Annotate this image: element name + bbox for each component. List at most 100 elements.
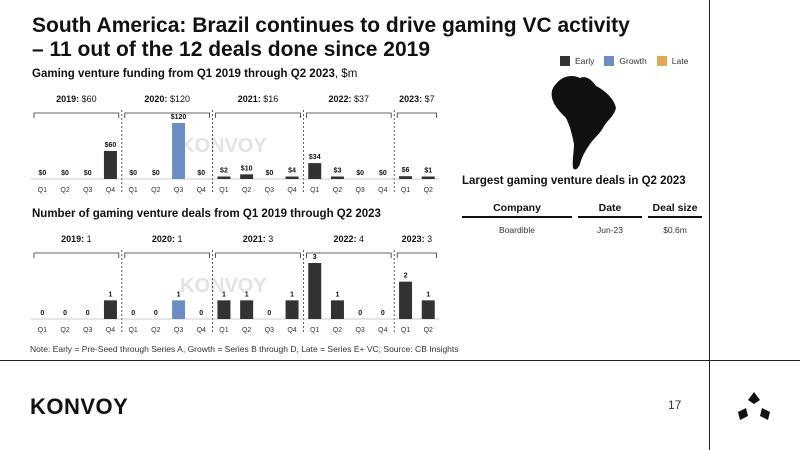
x-tick-label: Q4 xyxy=(378,187,387,194)
data-label: 0 xyxy=(40,310,44,317)
x-tick-label: Q1 xyxy=(128,327,137,334)
year-bracket xyxy=(306,112,392,118)
legend-swatch-late xyxy=(656,56,667,66)
year-label: 2023: 3 xyxy=(402,234,433,244)
data-label: $34 xyxy=(309,154,321,161)
data-label: 1 xyxy=(222,291,226,298)
legend-label-early: Early xyxy=(575,56,595,66)
konvoy-logo: KONVOY xyxy=(30,394,129,419)
year-bracket xyxy=(396,252,437,258)
legend-item-late: Late xyxy=(656,56,688,66)
year-label: 2019: 1 xyxy=(61,234,92,244)
bar xyxy=(308,163,322,179)
x-tick-label: Q4 xyxy=(197,187,206,194)
bar xyxy=(285,300,299,319)
cell-deal-size: $0.6m xyxy=(663,224,687,235)
x-tick-label: Q2 xyxy=(242,187,251,194)
year-bracket xyxy=(33,112,120,118)
x-tick-label: Q3 xyxy=(174,187,183,194)
data-label: $0 xyxy=(379,170,387,177)
year-label: 2020: $120 xyxy=(144,94,190,104)
bar xyxy=(172,123,186,179)
data-label: $0 xyxy=(197,170,205,177)
year-bracket xyxy=(306,252,392,258)
data-label: $1 xyxy=(424,168,432,175)
data-label: $60 xyxy=(105,142,117,149)
x-tick-label: Q2 xyxy=(151,327,160,334)
x-tick-label: Q3 xyxy=(265,187,274,194)
header-date: Date xyxy=(598,202,622,214)
data-label: 1 xyxy=(108,291,112,298)
data-label: $10 xyxy=(241,165,253,172)
bar xyxy=(285,176,299,179)
year-bracket xyxy=(215,252,301,258)
bar xyxy=(240,300,254,319)
x-tick-label: Q2 xyxy=(333,327,342,334)
data-label: 1 xyxy=(245,291,249,298)
year-bracket xyxy=(396,112,437,118)
data-label: $3 xyxy=(334,168,342,175)
x-tick-label: Q2 xyxy=(424,327,433,334)
x-tick-label: Q2 xyxy=(333,187,342,194)
x-tick-label: Q1 xyxy=(219,187,228,194)
x-tick-label: Q3 xyxy=(83,187,92,194)
year-label: 2022: $37 xyxy=(329,94,370,104)
x-tick-label: Q1 xyxy=(401,187,410,194)
x-tick-label: Q3 xyxy=(83,327,92,334)
bar xyxy=(103,300,117,319)
data-label: $120 xyxy=(171,114,187,121)
x-tick-label: Q4 xyxy=(378,327,387,334)
south-america-map xyxy=(551,76,616,170)
data-label: 0 xyxy=(267,310,271,317)
x-tick-label: Q1 xyxy=(38,327,47,334)
data-label: 1 xyxy=(177,291,181,298)
x-tick-label: Q2 xyxy=(424,187,433,194)
table-row: Boardible Jun-23 $0.6m xyxy=(462,225,702,235)
year-label: 2021: $16 xyxy=(238,94,279,104)
watermark-text: KONVOY xyxy=(180,135,267,157)
largest-deals-title: Largest gaming venture deals in Q2 2023 xyxy=(462,175,686,187)
cell-company: Boardible xyxy=(499,224,535,235)
x-tick-label: Q3 xyxy=(355,327,364,334)
data-label: 3 xyxy=(313,254,317,261)
funding-chart-unit: , $m xyxy=(334,68,358,80)
konvoy-mark-icon xyxy=(738,392,770,420)
x-tick-label: Q1 xyxy=(219,327,228,334)
data-label: 0 xyxy=(381,310,385,317)
bar xyxy=(217,300,231,319)
funding-chart-title: Gaming venture funding from Q1 2019 thro… xyxy=(32,68,357,80)
data-label: 0 xyxy=(86,310,90,317)
footnote: Note: Early = Pre-Seed through Series A,… xyxy=(30,344,459,354)
data-label: 2 xyxy=(404,273,408,280)
x-tick-label: Q1 xyxy=(401,327,410,334)
data-label: $6 xyxy=(402,167,410,174)
legend: Early Growth Late xyxy=(560,56,688,66)
x-tick-label: Q2 xyxy=(60,187,69,194)
bar xyxy=(103,151,117,179)
deal-count-bar-chart: KONVOY 2019: 1 2020: 1 2021: 3 2022: 4 2023: … xyxy=(31,234,440,334)
data-label: $4 xyxy=(288,168,296,175)
deals-header-rule xyxy=(462,216,702,218)
data-label: 0 xyxy=(63,310,67,317)
year-label: 2020: 1 xyxy=(152,234,183,244)
year-bracket xyxy=(124,252,210,258)
largest-deals-table: Company Date Deal size Boardible Jun-23 … xyxy=(462,202,702,235)
data-label: $0 xyxy=(152,170,160,177)
x-tick-label: Q3 xyxy=(355,187,364,194)
title-line-2: – 11 out of the 12 deals done since 2019 xyxy=(32,38,430,61)
data-label: 0 xyxy=(154,310,158,317)
data-label: $2 xyxy=(220,168,228,175)
vertical-divider xyxy=(709,0,710,450)
data-label: 1 xyxy=(290,291,294,298)
year-bracket xyxy=(215,112,301,118)
bar xyxy=(240,174,254,179)
title-line-1: South America: Brazil continues to drive… xyxy=(32,14,630,37)
x-tick-label: Q1 xyxy=(128,187,137,194)
deals-chart-title-text: Number of gaming venture deals from Q1 2… xyxy=(32,208,381,220)
bar xyxy=(330,300,344,319)
x-tick-label: Q4 xyxy=(106,327,115,334)
bar xyxy=(172,300,186,319)
year-bracket xyxy=(33,252,120,258)
x-tick-label: Q3 xyxy=(265,327,274,334)
